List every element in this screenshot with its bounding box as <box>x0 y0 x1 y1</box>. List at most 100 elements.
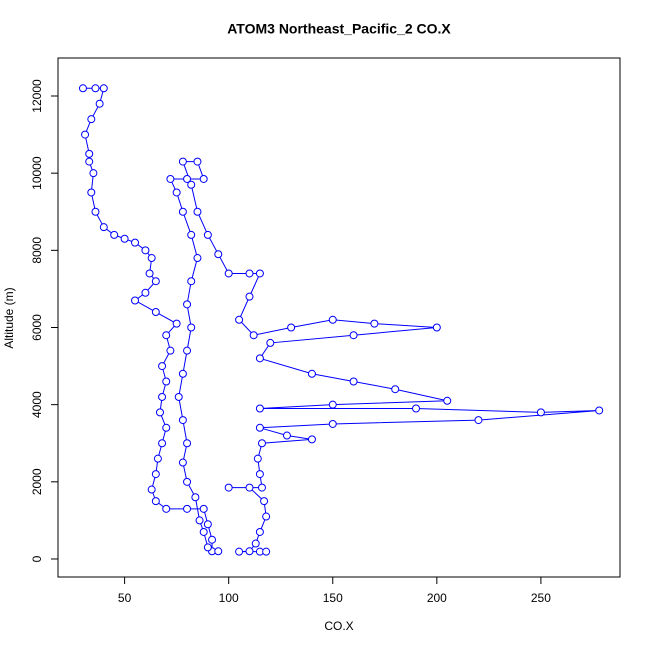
data-point <box>89 169 98 178</box>
data-point <box>199 174 208 183</box>
data-point <box>141 288 150 297</box>
data-point <box>255 404 264 413</box>
data-point <box>158 439 167 448</box>
data-point <box>266 338 275 347</box>
data-point <box>193 207 202 216</box>
data-point <box>203 543 212 552</box>
data-point <box>87 115 96 124</box>
data-point <box>255 423 264 432</box>
x-tick-label: 100 <box>219 591 239 605</box>
y-tick-label: 8000 <box>30 237 44 264</box>
data-point <box>328 419 337 428</box>
data-point <box>178 458 187 467</box>
data-point <box>245 547 254 556</box>
data-point <box>85 157 94 166</box>
data-point <box>99 223 108 232</box>
data-point <box>255 470 264 479</box>
data-point <box>162 423 171 432</box>
data-point <box>257 439 266 448</box>
x-axis-label: CO.X <box>324 619 353 633</box>
data-point <box>262 512 271 521</box>
data-point <box>224 483 233 492</box>
data-point <box>245 483 254 492</box>
data-point <box>443 396 452 405</box>
data-point <box>99 84 108 93</box>
data-point <box>183 300 192 309</box>
data-point <box>391 385 400 394</box>
data-point <box>224 269 233 278</box>
data-point <box>214 250 223 259</box>
data-point <box>193 254 202 263</box>
data-point <box>162 331 171 340</box>
data-point <box>214 547 223 556</box>
data-point <box>245 292 254 301</box>
data-point <box>162 377 171 386</box>
data-point <box>199 527 208 536</box>
data-point <box>262 547 271 556</box>
data-point <box>158 392 167 401</box>
data-point <box>183 477 192 486</box>
data-point <box>155 408 164 417</box>
data-point <box>536 408 545 417</box>
data-point <box>203 230 212 239</box>
x-tick-label: 200 <box>427 591 447 605</box>
y-tick-label: 2000 <box>30 468 44 495</box>
data-point <box>178 416 187 425</box>
plot-frame <box>57 57 621 578</box>
data-point <box>251 539 260 548</box>
data-point <box>412 404 421 413</box>
data-point <box>172 319 181 328</box>
data-point <box>199 504 208 513</box>
data-point <box>349 331 358 340</box>
data-point <box>474 416 483 425</box>
data-point <box>81 130 90 139</box>
data-point <box>203 520 212 529</box>
x-tick-label: 150 <box>323 591 343 605</box>
data-point <box>183 439 192 448</box>
data-point <box>349 377 358 386</box>
data-point <box>370 319 379 328</box>
data-point <box>595 406 604 415</box>
data-point <box>178 369 187 378</box>
data-point <box>307 435 316 444</box>
data-point <box>249 331 258 340</box>
data-point <box>151 308 160 317</box>
data-point <box>91 84 100 93</box>
y-tick-label: 12000 <box>30 79 44 113</box>
data-point <box>85 149 94 158</box>
data-point <box>432 323 441 332</box>
data-point <box>208 535 217 544</box>
data-point <box>287 323 296 332</box>
data-point <box>255 354 264 363</box>
data-point <box>178 157 187 166</box>
data-point <box>187 277 196 286</box>
data-point <box>151 277 160 286</box>
data-point <box>166 346 175 355</box>
y-tick-label: 0 <box>30 555 44 562</box>
y-tick-label: 10000 <box>30 156 44 190</box>
data-point <box>255 527 264 536</box>
x-tick-label: 250 <box>531 591 551 605</box>
data-point <box>172 188 181 197</box>
data-point <box>191 493 200 502</box>
data-point <box>166 174 175 183</box>
data-point <box>151 470 160 479</box>
chart-title: ATOM3 Northeast_Pacific_2 CO.X <box>227 21 451 37</box>
data-point <box>260 497 269 506</box>
data-point <box>120 234 129 243</box>
data-point <box>162 504 171 513</box>
data-point <box>235 547 244 556</box>
data-point <box>178 207 187 216</box>
data-point <box>147 485 156 494</box>
data-point <box>158 362 167 371</box>
data-point <box>183 174 192 183</box>
data-point <box>245 269 254 278</box>
data-point <box>95 99 104 108</box>
data-point <box>147 254 156 263</box>
data-point <box>235 315 244 324</box>
data-point <box>153 454 162 463</box>
data-point <box>253 454 262 463</box>
data-point <box>257 483 266 492</box>
